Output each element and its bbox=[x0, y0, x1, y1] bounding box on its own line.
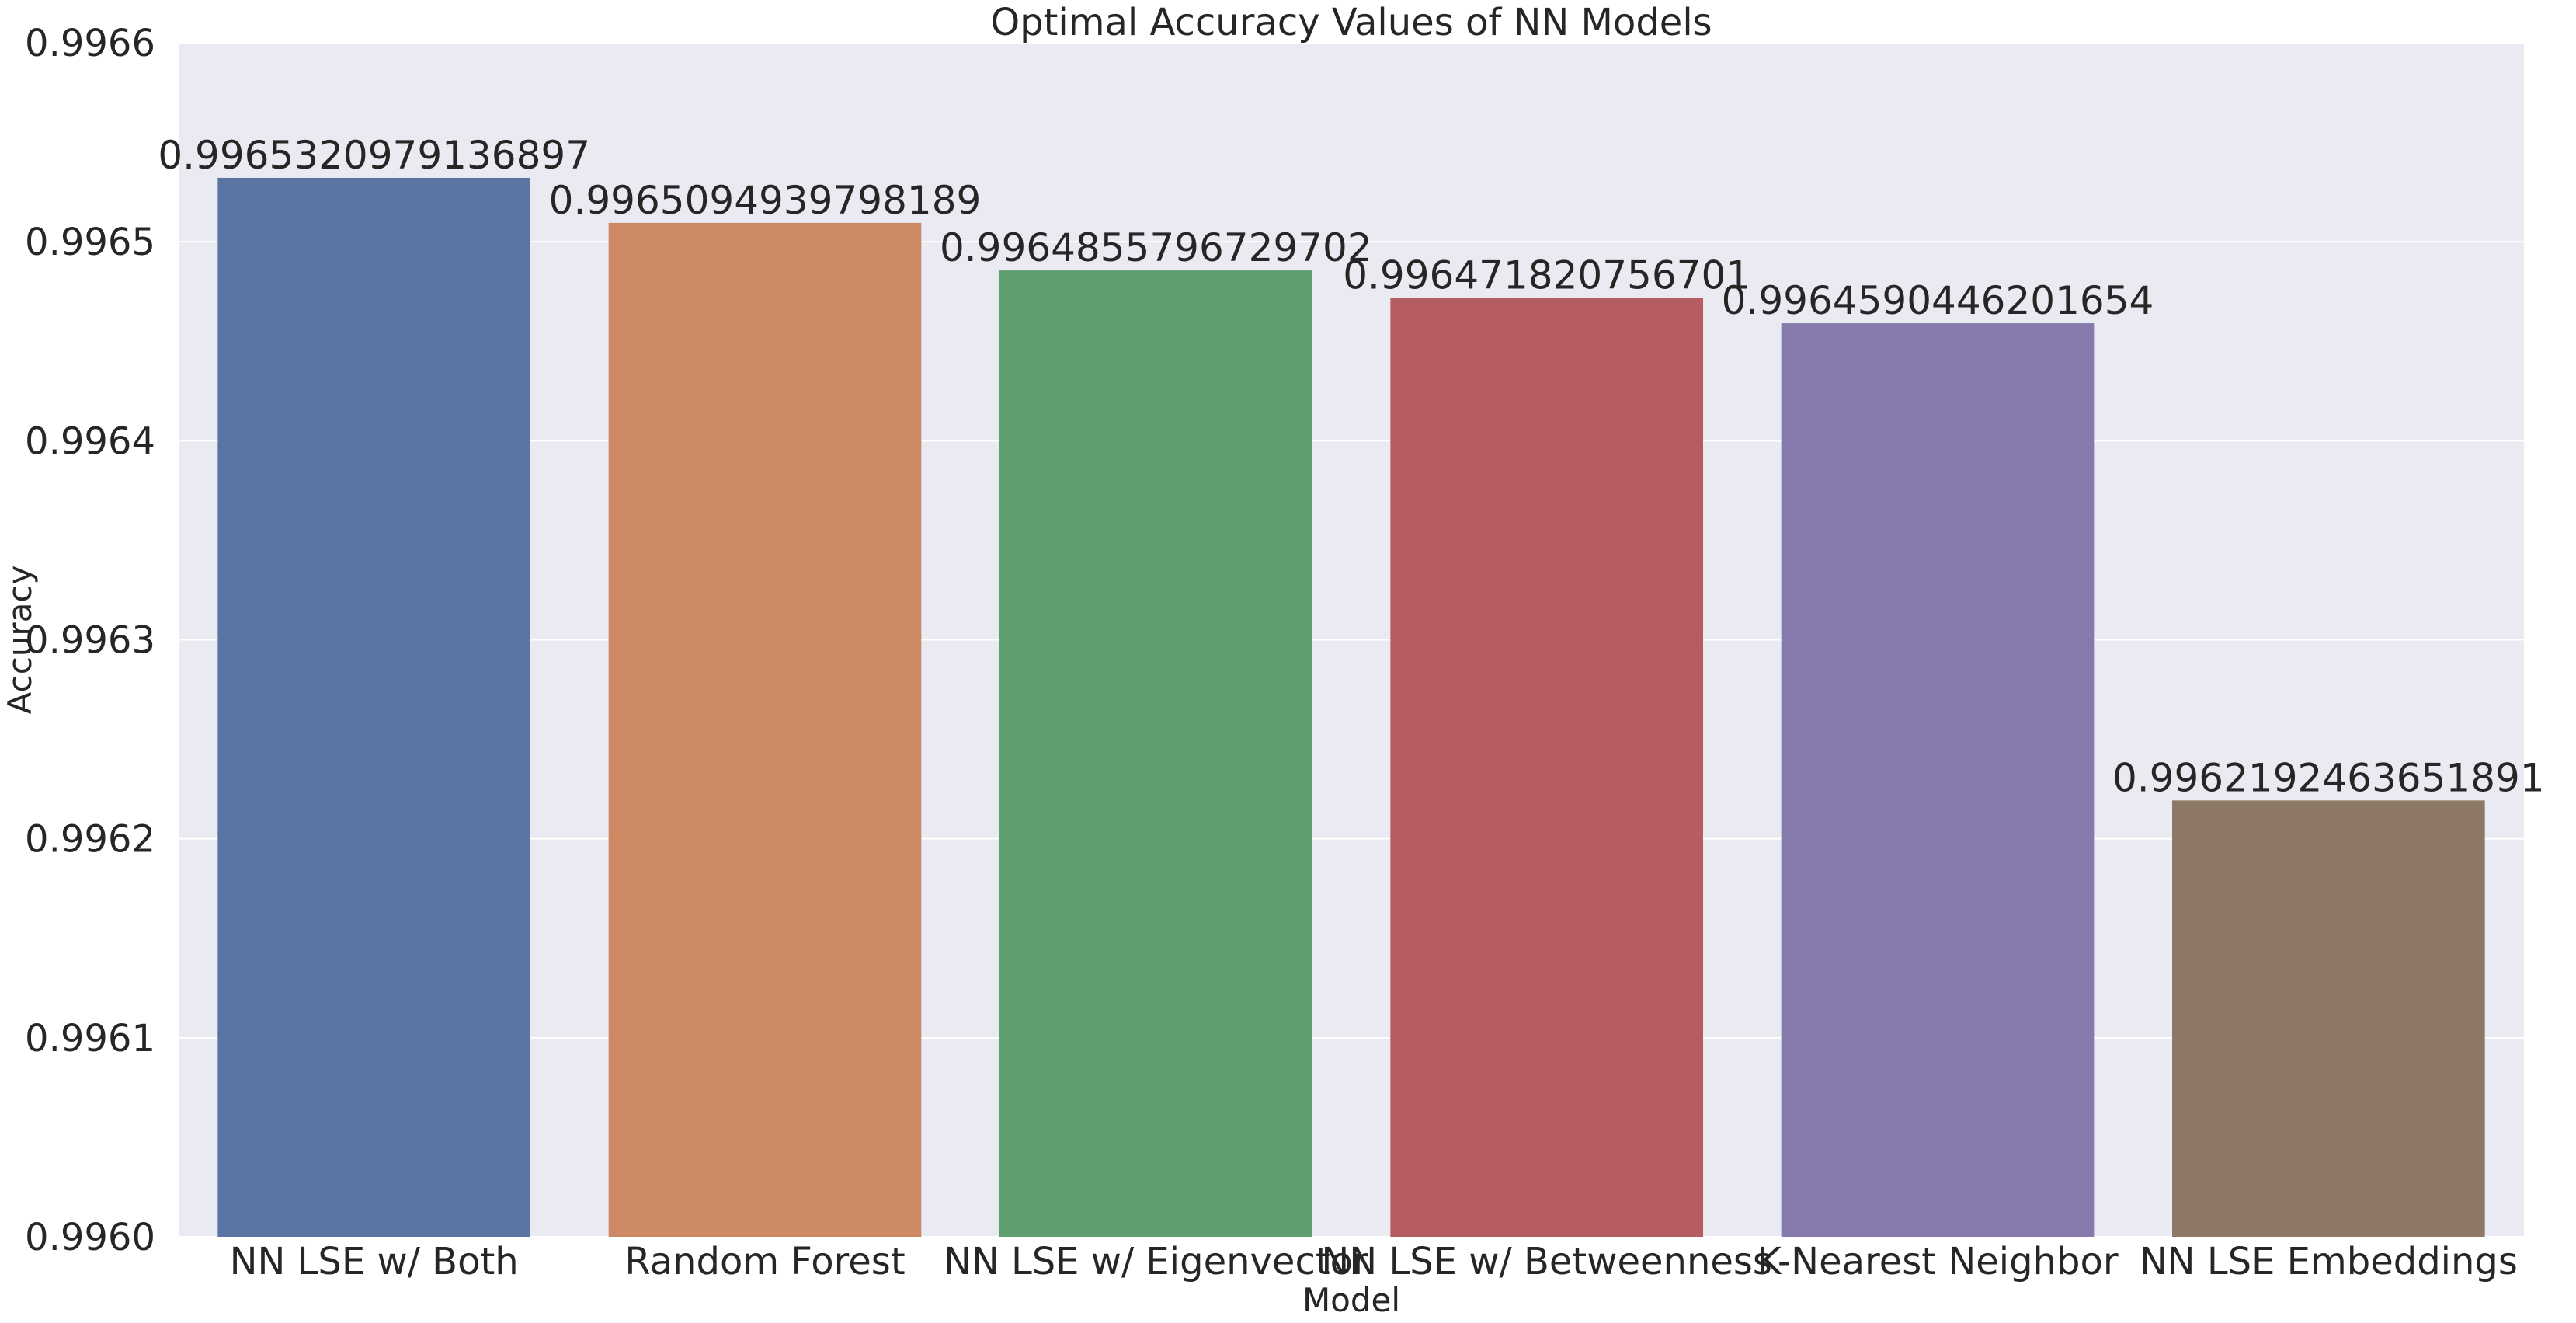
x-tick-label: NN LSE w/ Both bbox=[230, 1240, 519, 1283]
bar-value-label: 0.9965320979136897 bbox=[158, 133, 590, 178]
bar bbox=[2172, 800, 2485, 1237]
bar-value-label: 0.9962192463651891 bbox=[2112, 755, 2545, 800]
y-axis-ticks: 0.9960 0.9961 0.9962 0.9963 0.9964 0.9965 0.99… bbox=[25, 22, 155, 1259]
y-tick-label: 0.9962 bbox=[25, 818, 155, 862]
y-tick-label: 0.9960 bbox=[25, 1216, 155, 1259]
y-axis-label: Accuracy bbox=[1, 566, 39, 715]
bar-value-label: 0.9964855796729702 bbox=[940, 225, 1372, 270]
bar bbox=[608, 222, 922, 1238]
bar bbox=[999, 270, 1312, 1238]
bar-value-label: 0.9965094939798189 bbox=[549, 178, 982, 223]
bar bbox=[1390, 298, 1703, 1237]
y-tick-label: 0.9961 bbox=[25, 1017, 155, 1060]
data-labels: 0.99653209791368970.99650949397981890.99… bbox=[158, 133, 2544, 800]
bar-value-label: 0.996471820756701 bbox=[1343, 252, 1750, 298]
x-tick-label: K-Nearest Neighbor bbox=[1757, 1240, 2118, 1283]
bars bbox=[217, 177, 2485, 1238]
grid-lines bbox=[179, 42, 2524, 1238]
bar-value-label: 0.9964590446201654 bbox=[1722, 278, 2154, 323]
chart-title: Optimal Accuracy Values of NN Models bbox=[990, 1, 1712, 44]
y-tick-label: 0.9966 bbox=[25, 22, 155, 65]
x-axis-ticks: NN LSE w/ Both Random Forest NN LSE w/ Eig… bbox=[230, 1240, 2518, 1283]
x-tick-label: NN LSE w/ Eigenvector bbox=[944, 1240, 1368, 1283]
y-tick-label: 0.9963 bbox=[25, 619, 155, 663]
y-tick-label: 0.9964 bbox=[25, 420, 155, 463]
x-tick-label: NN LSE w/ Betweenness bbox=[1321, 1240, 1772, 1283]
y-tick-label: 0.9965 bbox=[25, 221, 155, 264]
x-tick-label: Random Forest bbox=[624, 1240, 905, 1283]
x-axis-label: Model bbox=[1302, 1281, 1400, 1319]
bar bbox=[1781, 323, 2095, 1237]
bar bbox=[217, 177, 530, 1237]
x-tick-label: NN LSE Embeddings bbox=[2140, 1240, 2518, 1283]
